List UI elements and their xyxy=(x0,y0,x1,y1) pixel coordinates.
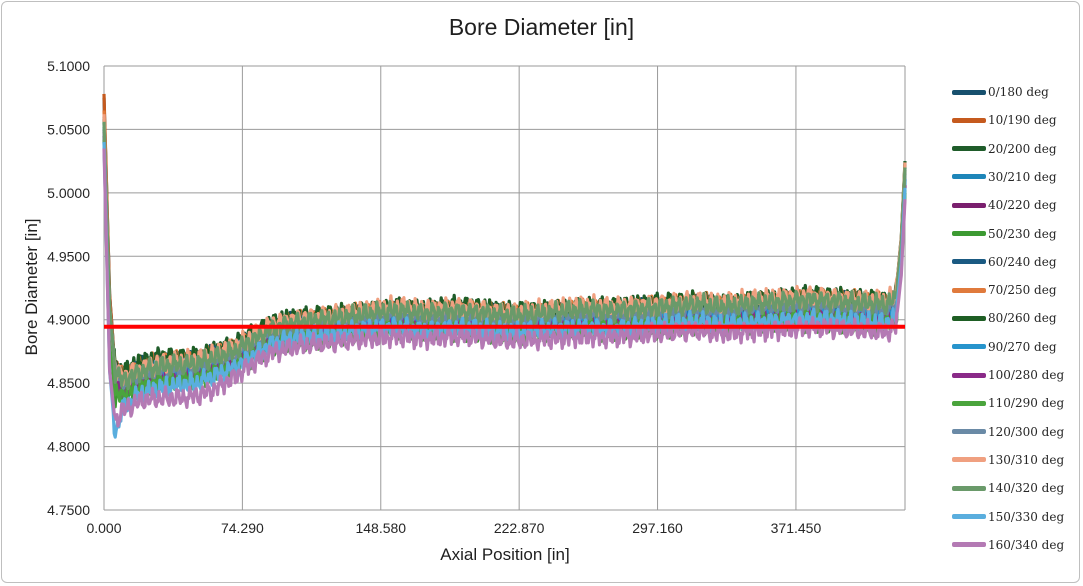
legend-item: 80/260 deg xyxy=(952,308,1057,328)
series-line xyxy=(102,148,907,428)
x-tick-label: 148.580 xyxy=(355,520,406,536)
legend-label: 60/240 deg xyxy=(988,254,1057,269)
legend-swatch xyxy=(952,315,986,321)
legend-swatch xyxy=(952,202,986,208)
legend-item: 60/240 deg xyxy=(952,252,1057,272)
legend-swatch xyxy=(952,344,986,350)
legend-label: 110/290 deg xyxy=(988,396,1065,411)
legend-label: 0/180 deg xyxy=(988,85,1049,99)
legend-swatch xyxy=(952,400,986,406)
y-axis-label: Bore Diameter [in] xyxy=(22,219,41,356)
legend-label: 40/220 deg xyxy=(988,198,1057,213)
legend-label: 130/310 deg xyxy=(988,452,1065,467)
legend-label: 20/200 deg xyxy=(988,141,1057,156)
legend-swatch xyxy=(952,146,986,152)
legend-item: 150/330 deg xyxy=(952,507,1064,527)
y-tick-label: 4.9000 xyxy=(47,312,90,328)
y-tick-label: 4.8500 xyxy=(47,375,90,391)
legend-label: 30/210 deg xyxy=(988,169,1057,184)
series-line xyxy=(102,114,907,387)
y-tick-label: 5.1000 xyxy=(47,58,90,74)
legend-label: 100/280 deg xyxy=(988,368,1065,382)
y-tick-label: 5.0500 xyxy=(47,121,90,137)
legend-label: 140/320 deg xyxy=(988,481,1065,496)
legend-item: 20/200 deg xyxy=(952,139,1057,159)
legend-item: 90/270 deg xyxy=(952,337,1057,357)
x-axis-label: Axial Position [in] xyxy=(440,545,569,564)
series-lines xyxy=(102,93,907,439)
y-tick-label: 5.0000 xyxy=(47,185,90,201)
legend-item: 0/180 deg xyxy=(952,82,1049,102)
legend-item: 110/290 deg xyxy=(952,393,1064,413)
y-tick-label: 4.7500 xyxy=(47,502,90,518)
legend-label: 160/340 deg xyxy=(988,537,1065,552)
legend-swatch xyxy=(952,457,986,463)
legend-swatch xyxy=(952,287,986,293)
x-tick-label: 371.450 xyxy=(771,520,822,536)
legend-item: 30/210 deg xyxy=(952,167,1057,187)
tick-labels: 4.7500 4.8000 4.8500 4.9000 4.9500 5.0000 5.05… xyxy=(47,58,821,536)
x-tick-label: 74.290 xyxy=(221,520,264,536)
legend-item: 140/320 deg xyxy=(952,478,1064,498)
legend-swatch xyxy=(952,429,986,435)
legend-swatch xyxy=(952,117,986,123)
legend-item: 130/310 deg xyxy=(952,450,1064,470)
legend-swatch xyxy=(952,514,986,519)
legend-swatch xyxy=(952,174,986,180)
grid-lines xyxy=(103,65,906,511)
legend-item: 70/250 deg xyxy=(952,280,1057,300)
legend-label: 70/250 deg xyxy=(988,283,1057,298)
legend-label: 80/260 deg xyxy=(988,311,1057,326)
legend-item: 160/340 deg xyxy=(952,535,1064,555)
legend-item: 100/280 deg xyxy=(952,365,1064,385)
legend-item: 120/300 deg xyxy=(952,422,1064,442)
legend-swatch xyxy=(952,542,986,548)
legend-swatch xyxy=(952,485,986,491)
x-tick-label: 222.870 xyxy=(494,520,545,536)
legend-swatch xyxy=(952,89,986,95)
legend-swatch xyxy=(952,372,986,378)
x-tick-label: 297.160 xyxy=(632,520,683,536)
legend-swatch xyxy=(952,259,986,265)
legend-item: 10/190 deg xyxy=(952,110,1057,130)
series-line xyxy=(102,121,907,391)
chart-title: Bore Diameter [in] xyxy=(448,14,635,40)
legend-label: 10/190 deg xyxy=(988,113,1057,128)
legend-label: 150/330 deg xyxy=(988,509,1065,524)
legend-label: 50/230 deg xyxy=(988,226,1057,241)
legend-item: 50/230 deg xyxy=(952,224,1057,244)
x-tick-label: 0.000 xyxy=(86,520,121,536)
legend-swatch xyxy=(952,231,986,236)
legend-label: 120/300 deg xyxy=(988,424,1065,439)
y-tick-label: 4.8000 xyxy=(47,439,90,455)
legend-label: 90/270 deg xyxy=(988,339,1057,354)
y-tick-label: 4.9500 xyxy=(47,248,90,264)
legend-item: 40/220 deg xyxy=(952,195,1057,215)
